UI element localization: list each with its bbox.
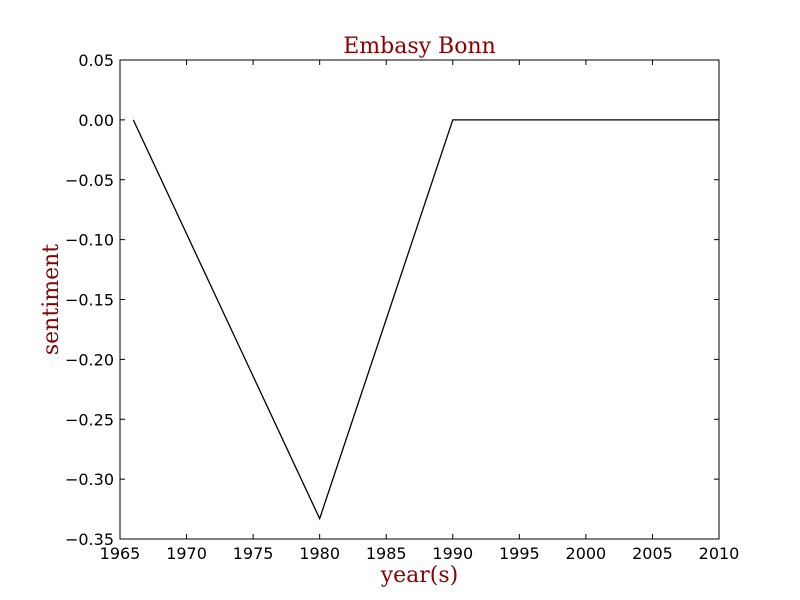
y-tick-label: −0.15 [65,291,114,310]
axis-ticks [119,59,720,540]
y-tick-label: −0.20 [65,350,114,369]
y-tick-label: 0.00 [78,111,114,130]
x-tick-label: 2010 [699,544,740,563]
y-tick-label: 0.05 [78,51,114,70]
plot-frame [119,59,720,540]
y-tick-label: −0.10 [65,231,114,250]
x-tick-label: 1990 [432,544,473,563]
x-tick-label: 1975 [233,544,274,563]
x-tick-label: 2000 [566,544,607,563]
x-tick-label: 1970 [166,544,207,563]
y-tick-label: −0.35 [65,530,114,549]
tick-labels: 1965 1970 1975 1980 1985 1990 1995 2000 2005 2010… [65,51,739,563]
x-tick-label: 1985 [366,544,407,563]
y-tick-label: −0.25 [65,410,114,429]
y-axis-label: sentiment [39,244,64,355]
y-tick-label: −0.30 [65,470,114,489]
x-tick-label: 2005 [632,544,673,563]
x-axis-label: year(s) [380,563,459,588]
series-layer [132,119,719,521]
y-tick-label: −0.05 [65,171,114,190]
series-line [132,119,719,521]
x-tick-label: 1995 [499,544,540,563]
chart-title: Embasy Bonn [343,34,496,59]
x-tick-label: 1980 [299,544,340,563]
x-tick-label: 1965 [100,544,141,563]
